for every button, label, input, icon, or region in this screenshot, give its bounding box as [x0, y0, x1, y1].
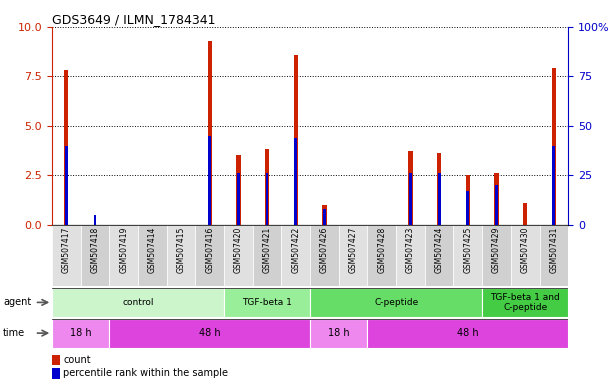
Text: 18 h: 18 h	[328, 328, 349, 338]
Bar	[224, 225, 253, 286]
Bar	[266, 173, 268, 225]
Text: 48 h: 48 h	[457, 328, 478, 338]
Text: GDS3649 / ILMN_1784341: GDS3649 / ILMN_1784341	[52, 13, 216, 26]
Text: TGF-beta 1 and
C-peptide: TGF-beta 1 and C-peptide	[491, 293, 560, 312]
Bar	[409, 173, 412, 225]
Text: GSM507428: GSM507428	[377, 227, 386, 273]
Text: TGF-beta 1: TGF-beta 1	[242, 298, 292, 307]
Bar	[265, 149, 269, 225]
Text: GSM507431: GSM507431	[549, 227, 558, 273]
Bar	[408, 151, 412, 225]
Bar	[208, 136, 211, 225]
Text: 18 h: 18 h	[70, 328, 92, 338]
Bar	[138, 225, 167, 286]
Bar	[52, 225, 81, 286]
Text: percentile rank within the sample: percentile rank within the sample	[64, 368, 229, 379]
Bar	[310, 288, 482, 317]
Bar	[367, 319, 568, 348]
Text: GSM507418: GSM507418	[90, 227, 100, 273]
Bar	[295, 137, 297, 225]
Bar	[224, 288, 310, 317]
Bar	[52, 368, 60, 379]
Bar	[495, 185, 498, 225]
Bar	[310, 319, 367, 348]
Bar	[52, 319, 109, 348]
Bar	[466, 191, 469, 225]
Bar	[109, 225, 138, 286]
Text: GSM507420: GSM507420	[234, 227, 243, 273]
Text: GSM507427: GSM507427	[349, 227, 357, 273]
Text: agent: agent	[3, 297, 31, 308]
Text: GSM507424: GSM507424	[434, 227, 444, 273]
Text: GSM507415: GSM507415	[177, 227, 186, 273]
Text: GSM507419: GSM507419	[119, 227, 128, 273]
Bar	[64, 70, 68, 225]
Bar	[167, 225, 196, 286]
Text: 48 h: 48 h	[199, 328, 221, 338]
Text: GSM507416: GSM507416	[205, 227, 214, 273]
Bar	[52, 288, 224, 317]
Text: count: count	[64, 355, 91, 365]
Bar	[540, 225, 568, 286]
Bar	[322, 205, 326, 225]
Bar	[208, 41, 212, 225]
Bar	[323, 209, 326, 225]
Bar	[437, 154, 441, 225]
Bar	[52, 355, 60, 366]
Text: GSM507430: GSM507430	[521, 227, 530, 273]
Bar	[93, 215, 97, 225]
Bar	[367, 225, 396, 286]
Text: GSM507426: GSM507426	[320, 227, 329, 273]
Text: control: control	[122, 298, 154, 307]
Text: GSM507422: GSM507422	[291, 227, 300, 273]
Text: GSM507417: GSM507417	[62, 227, 71, 273]
Bar	[196, 225, 224, 286]
Bar	[552, 68, 556, 225]
Bar	[81, 225, 109, 286]
Bar	[482, 225, 511, 286]
Bar	[294, 55, 298, 225]
Bar	[282, 225, 310, 286]
Bar	[253, 225, 282, 286]
Bar	[511, 225, 540, 286]
Bar	[453, 225, 482, 286]
Bar	[494, 173, 499, 225]
Text: GSM507414: GSM507414	[148, 227, 157, 273]
Bar	[236, 156, 241, 225]
Bar	[482, 288, 568, 317]
Bar	[65, 146, 68, 225]
Bar	[425, 225, 453, 286]
Bar	[338, 225, 367, 286]
Bar	[552, 146, 555, 225]
Bar	[523, 203, 527, 225]
Text: time: time	[3, 328, 25, 338]
Bar	[310, 225, 338, 286]
Bar	[437, 173, 441, 225]
Text: GSM507423: GSM507423	[406, 227, 415, 273]
Text: GSM507421: GSM507421	[263, 227, 271, 273]
Bar	[466, 175, 470, 225]
Text: GSM507429: GSM507429	[492, 227, 501, 273]
Bar	[109, 319, 310, 348]
Text: C-peptide: C-peptide	[374, 298, 419, 307]
Bar	[396, 225, 425, 286]
Bar	[237, 173, 240, 225]
Text: GSM507425: GSM507425	[463, 227, 472, 273]
